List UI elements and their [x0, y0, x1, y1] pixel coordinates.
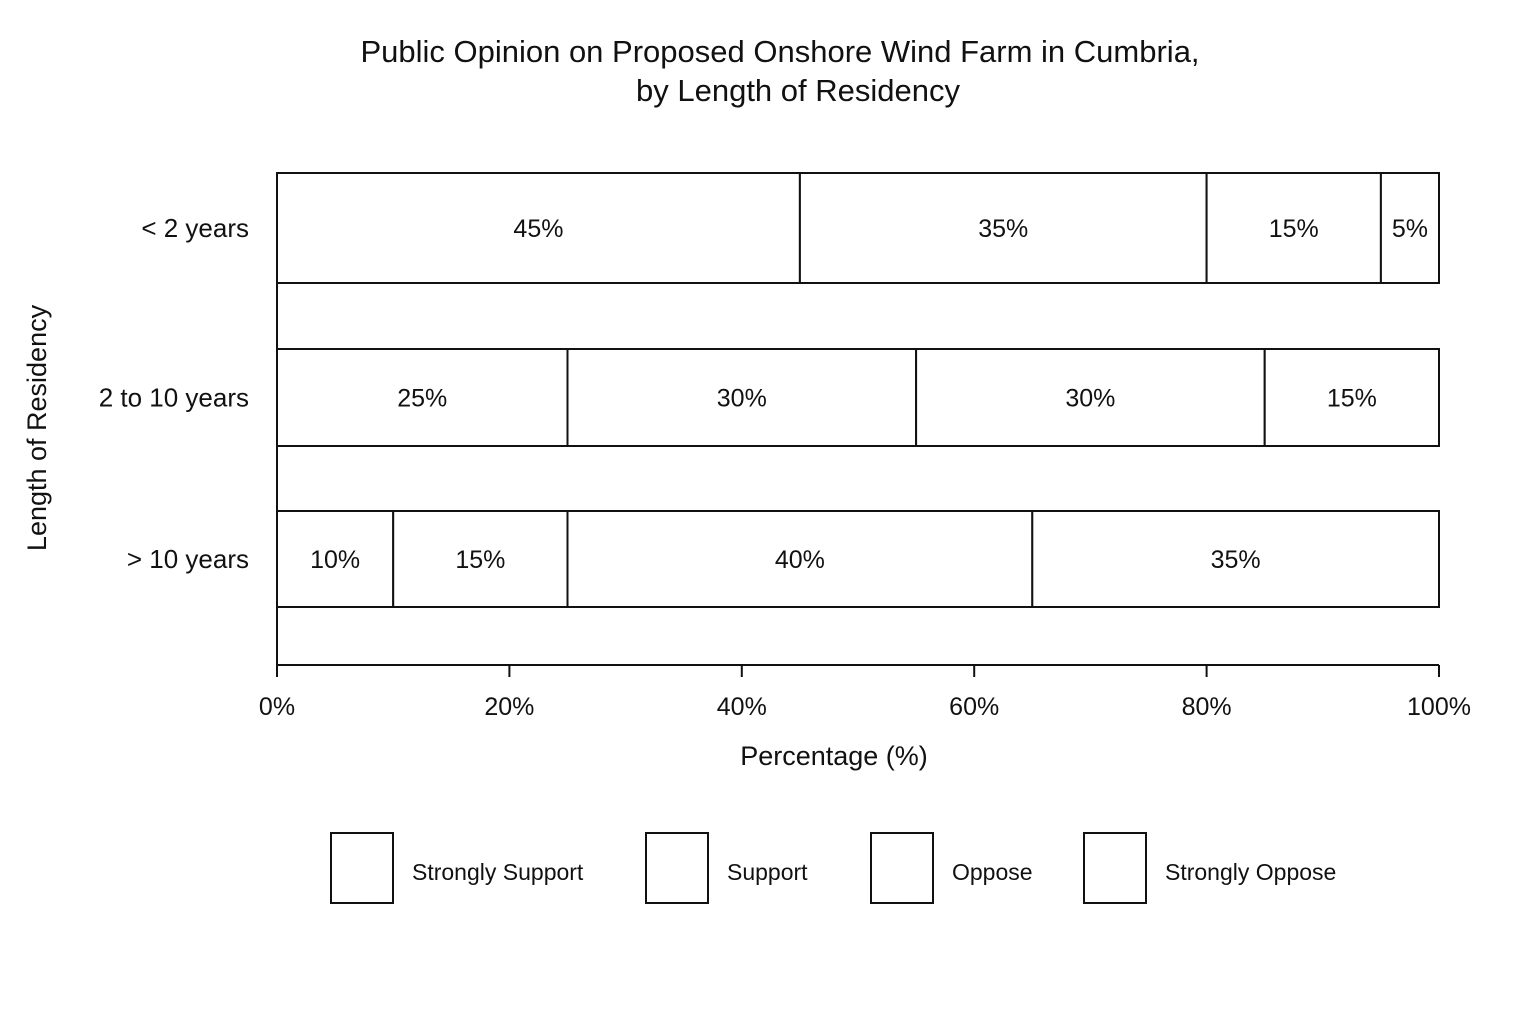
data-label: 15%	[455, 546, 505, 574]
data-label: 35%	[978, 215, 1028, 243]
data-label: 25%	[397, 385, 447, 413]
bar-segment	[1263, 348, 1440, 447]
data-label: 40%	[775, 546, 825, 574]
bar-segment	[1031, 510, 1441, 608]
bar-segment	[276, 172, 801, 284]
x-tick-label: 20%	[484, 693, 534, 721]
legend-swatch	[1083, 832, 1147, 904]
bar-segment	[392, 510, 569, 608]
legend-swatch	[645, 832, 709, 904]
x-axis: 0% 20% 40% 60% 80% 100%	[259, 173, 1471, 721]
data-label: 5%	[1392, 215, 1428, 243]
legend-label: Strongly Support	[412, 859, 584, 885]
x-tick-label: 80%	[1182, 693, 1232, 721]
data-label: 10%	[310, 546, 360, 574]
chart-title-line-1: Public Opinion on Proposed Onshore Wind …	[360, 34, 1199, 69]
data-label: 30%	[1065, 385, 1115, 413]
legend-label: Oppose	[952, 859, 1033, 885]
bar-segment	[566, 348, 918, 447]
bars-group: 45% 35% 15% 5% 25% 30% 30% 15% 10% 15% 40% 35%	[276, 172, 1441, 608]
x-tick-label: 60%	[949, 693, 999, 721]
data-label: 15%	[1269, 215, 1319, 243]
bar-segment	[798, 172, 1208, 284]
bar-segment	[1205, 172, 1382, 284]
bar-segment	[276, 348, 569, 447]
x-tick-label: 100%	[1407, 693, 1471, 721]
legend-swatch	[870, 832, 934, 904]
data-label: 30%	[717, 385, 767, 413]
y-axis-label: Length of Residency	[22, 304, 52, 551]
y-tick-label: < 2 years	[141, 213, 249, 243]
x-axis-label: Percentage (%)	[740, 741, 928, 771]
x-tick-label: 40%	[717, 693, 767, 721]
y-tick-label: > 10 years	[127, 544, 249, 574]
bar-segment	[1379, 172, 1441, 284]
y-tick-label: 2 to 10 years	[99, 383, 249, 413]
data-label: 45%	[513, 215, 563, 243]
legend-swatch	[330, 832, 394, 904]
legend: Strongly Support Support Oppose Strongly Op…	[330, 832, 1336, 904]
bar-segment	[915, 348, 1266, 447]
legend-label: Strongly Oppose	[1165, 859, 1336, 885]
legend-label: Support	[727, 859, 808, 885]
x-tick-label: 0%	[259, 693, 295, 721]
data-label: 15%	[1327, 385, 1377, 413]
data-label: 35%	[1211, 546, 1261, 574]
chart-title-line-2: by Length of Residency	[636, 73, 960, 108]
y-tick-labels: < 2 years 2 to 10 years > 10 years	[99, 213, 249, 574]
